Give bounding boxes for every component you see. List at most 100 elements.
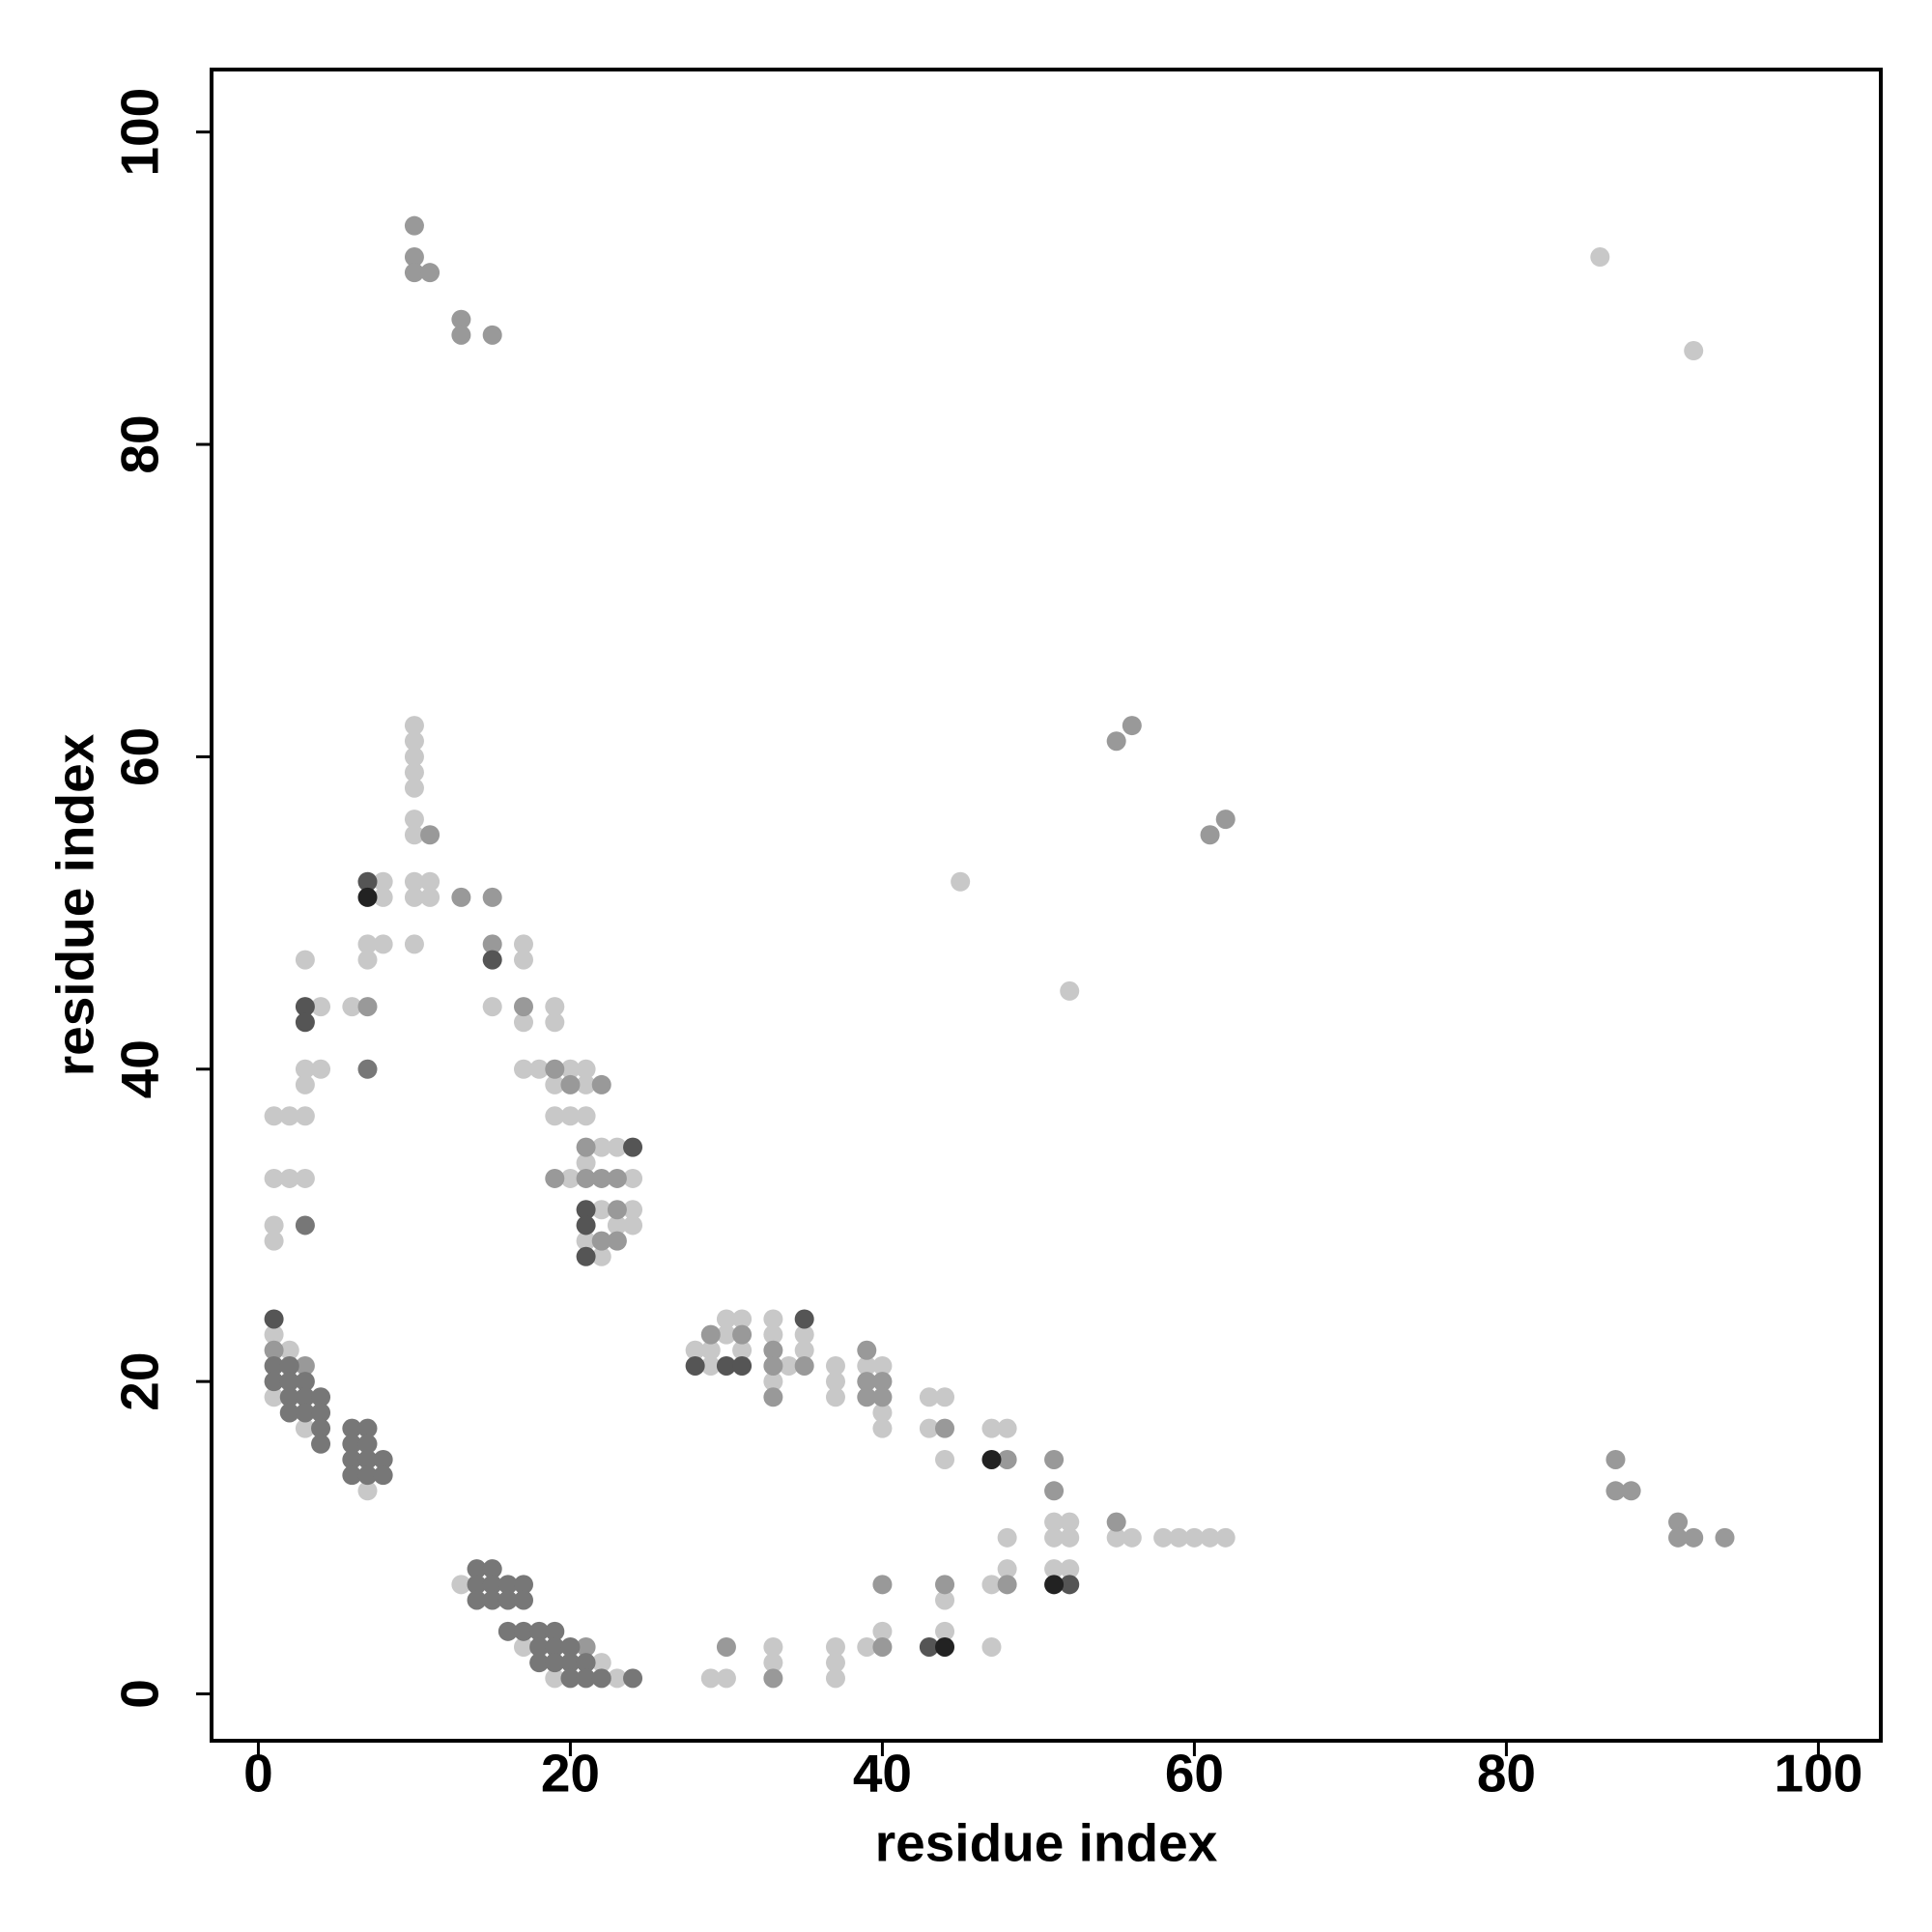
point (872, 1575, 893, 1595)
point (404, 871, 424, 892)
point (1215, 1527, 1236, 1548)
point (1200, 1527, 1220, 1548)
point (342, 1434, 362, 1454)
point (825, 1387, 845, 1407)
point (264, 1309, 284, 1329)
point (623, 1168, 643, 1188)
point (607, 1168, 627, 1188)
point (545, 1621, 565, 1641)
point (279, 1340, 299, 1360)
point (404, 934, 424, 954)
point (279, 1168, 299, 1188)
point (529, 1059, 550, 1079)
point (1106, 731, 1126, 752)
point (919, 1636, 939, 1657)
point (935, 1636, 955, 1657)
point (295, 1106, 315, 1126)
point (623, 1668, 643, 1689)
point (295, 1215, 315, 1236)
point (545, 1106, 565, 1126)
point (872, 1372, 893, 1392)
point (513, 1012, 533, 1033)
point (373, 871, 393, 892)
point (482, 934, 502, 954)
point (997, 1575, 1017, 1595)
point (279, 1106, 299, 1126)
point (560, 1059, 581, 1079)
point (545, 1668, 565, 1689)
point (404, 810, 424, 830)
point (1200, 825, 1220, 845)
point (482, 325, 502, 345)
point (295, 1418, 315, 1438)
point (311, 1059, 331, 1079)
y-tick-label: 100 (110, 88, 170, 177)
point (560, 1106, 581, 1126)
x-tick-label: 40 (853, 1744, 912, 1804)
point (623, 1137, 643, 1157)
point (576, 1168, 596, 1188)
point (513, 1636, 533, 1657)
point (576, 1636, 596, 1657)
point (404, 887, 424, 907)
point (997, 1527, 1017, 1548)
point (591, 1231, 611, 1251)
point (529, 1636, 550, 1657)
point (763, 1355, 783, 1376)
point (497, 1621, 518, 1641)
point (497, 1575, 518, 1595)
point (607, 1200, 627, 1220)
point (545, 1074, 565, 1094)
point (482, 1590, 502, 1610)
point (576, 1152, 596, 1173)
point (373, 887, 393, 907)
point (1169, 1527, 1189, 1548)
point (404, 747, 424, 767)
point (623, 1215, 643, 1236)
point (1060, 1575, 1080, 1595)
point (311, 1418, 331, 1438)
point (1684, 341, 1704, 361)
point (919, 1418, 939, 1438)
point (1153, 1527, 1174, 1548)
point (794, 1309, 814, 1329)
point (794, 1324, 814, 1345)
point (607, 1668, 627, 1689)
point (685, 1340, 705, 1360)
y-tick-label: 20 (110, 1352, 170, 1411)
point (763, 1653, 783, 1673)
y-tick-label: 60 (110, 727, 170, 786)
point (981, 1575, 1002, 1595)
point (732, 1324, 753, 1345)
point (825, 1668, 845, 1689)
point (295, 1059, 315, 1079)
point (295, 1074, 315, 1094)
point (295, 1168, 315, 1188)
point (576, 1059, 596, 1079)
point (545, 1059, 565, 1079)
point (264, 1231, 284, 1251)
point (732, 1309, 753, 1329)
point (295, 1403, 315, 1423)
point (763, 1372, 783, 1392)
point (576, 1106, 596, 1126)
point (357, 1465, 378, 1486)
point (794, 1340, 814, 1360)
point (1122, 1527, 1142, 1548)
point (357, 950, 378, 970)
point (1044, 1559, 1065, 1579)
point (872, 1636, 893, 1657)
point (763, 1387, 783, 1407)
point (420, 871, 440, 892)
point (857, 1340, 877, 1360)
point (981, 1636, 1002, 1657)
point (513, 934, 533, 954)
point (264, 1372, 284, 1392)
point (295, 1012, 315, 1033)
point (279, 1372, 299, 1392)
point (825, 1372, 845, 1392)
y-tick-label: 80 (110, 414, 170, 473)
point (279, 1403, 299, 1423)
point (404, 716, 424, 736)
